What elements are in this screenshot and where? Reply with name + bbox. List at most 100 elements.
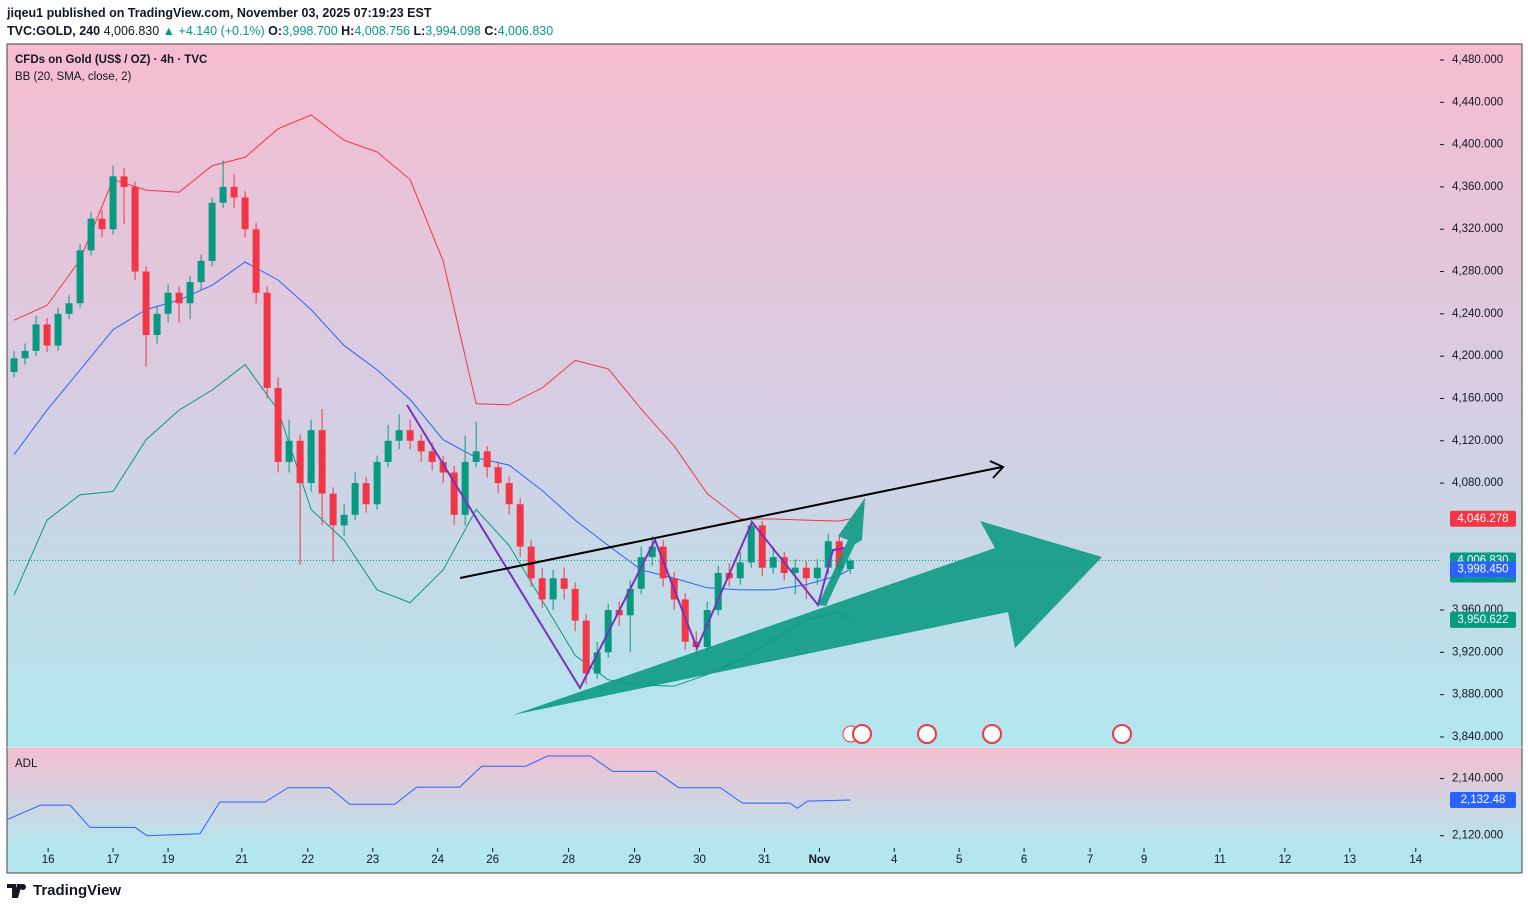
x-tick-label: 16	[42, 854, 55, 866]
price-badge	[1450, 792, 1516, 809]
candle-body	[428, 451, 436, 462]
x-tick-label: 17	[107, 854, 120, 866]
candle-body	[175, 292, 183, 304]
time-axis	[7, 848, 1522, 873]
adl-line	[7, 755, 851, 837]
candle-body	[285, 440, 293, 462]
candle-body	[472, 451, 480, 462]
x-tick-label: 28	[562, 854, 575, 866]
publisher: jiqeu1 published on TradingView.com, Nov…	[7, 4, 553, 22]
candle-body	[813, 567, 821, 579]
candle-body	[736, 562, 744, 579]
brand: TradingView	[33, 882, 122, 899]
candle-body	[296, 440, 304, 484]
candle-body	[505, 483, 513, 505]
price-badge-label: 4,046.278	[1457, 513, 1508, 525]
candle-body	[538, 578, 546, 600]
candle-body	[186, 282, 194, 304]
candle-body	[516, 504, 524, 547]
y-tick-label: 4,200.000	[1452, 350, 1503, 362]
x-tick-label: 29	[628, 854, 641, 866]
candle-body	[648, 546, 656, 558]
candle-body	[791, 567, 799, 573]
candle-body	[439, 461, 447, 473]
event-icon	[917, 724, 937, 744]
big-arrow	[513, 521, 1102, 715]
x-tick-label: 26	[486, 854, 499, 866]
candle-body	[164, 292, 172, 314]
x-tick-label: 9	[1141, 854, 1147, 866]
candle-body	[769, 557, 777, 568]
open: 3,998.700	[282, 24, 338, 38]
y-tick-label: 3,920.000	[1452, 646, 1503, 658]
adl-title: ADL	[15, 758, 38, 770]
x-tick-label: 14	[1409, 854, 1422, 866]
x-tick-label: 11	[1214, 854, 1226, 866]
candle-body	[560, 578, 568, 589]
candle-body	[824, 541, 832, 568]
x-tick-label: 23	[366, 854, 379, 866]
candle-body	[274, 387, 282, 462]
candle-body	[76, 250, 84, 304]
y-tick-label: 4,480.000	[1452, 54, 1503, 66]
y-tick-label: 2,120.000	[1452, 830, 1503, 842]
candle-body	[252, 229, 260, 293]
publisher-text: jiqeu1 published on TradingView.com, Nov…	[7, 6, 432, 20]
x-tick-label: 22	[301, 854, 314, 866]
drawings	[406, 404, 1102, 715]
candle-body	[241, 197, 249, 230]
last-price: 4,006.830	[103, 24, 160, 38]
candle-body	[10, 358, 18, 373]
y-tick-label: 4,400.000	[1452, 139, 1503, 151]
y-tick-label: 3,880.000	[1452, 689, 1503, 701]
candle-body	[582, 620, 590, 674]
candle-body	[593, 652, 601, 674]
x-tick-label: 19	[162, 854, 175, 866]
candle-body	[362, 483, 370, 505]
high: 4,008.756	[354, 24, 410, 38]
price-badge-label: 2,132.48	[1461, 794, 1506, 806]
price-badge	[1450, 611, 1516, 628]
candle-body	[626, 588, 634, 616]
candle-body	[340, 514, 348, 526]
event-icon	[852, 724, 872, 744]
price-badge-label: 3,998.450	[1457, 563, 1508, 575]
small-arrow	[818, 498, 865, 606]
candle-body	[351, 483, 359, 515]
x-tick-label: 30	[693, 854, 706, 866]
candle-body	[307, 430, 315, 484]
low: 3,994.098	[425, 24, 481, 38]
x-tick-label: 7	[1087, 854, 1093, 866]
candle-body	[780, 557, 788, 573]
candle-body	[98, 218, 106, 230]
logo	[7, 883, 26, 898]
x-tick-label: 13	[1343, 854, 1356, 866]
candle-body	[450, 472, 458, 515]
candle-body	[461, 461, 469, 515]
indicator-label: BB (20, SMA, close, 2)	[15, 71, 131, 83]
candle-body	[153, 313, 161, 335]
candle-body	[846, 560, 854, 570]
price-badge-label: 3,950.622	[1457, 614, 1508, 626]
trend-arrowhead	[989, 460, 1005, 479]
event-icons	[842, 724, 1132, 744]
ohlc-line: TVC:GOLD, 240 4,006.830 ▲ +4.140 (+0.1%)…	[7, 22, 553, 40]
candle-body	[65, 303, 73, 314]
candle-body	[230, 186, 238, 198]
candle-body	[87, 218, 95, 251]
change: +4.140 (+0.1%)	[178, 24, 265, 38]
candle-body	[120, 176, 128, 187]
candle-body	[373, 461, 381, 505]
x-tick-label: 21	[235, 854, 248, 866]
candle-body	[835, 541, 843, 569]
y-tick-label: 4,240.000	[1452, 308, 1503, 320]
y-tick-label: 2,140.000	[1452, 773, 1503, 785]
chart: CFDs on Gold (US$ / OZ) · 4h · TVC BB (2…	[6, 43, 1523, 874]
candle-body	[208, 202, 216, 261]
candle-body	[483, 451, 491, 468]
o-label: O:	[268, 24, 283, 38]
zigzag-drawing	[406, 404, 846, 691]
l-label: L:	[413, 24, 426, 38]
candle-body	[54, 313, 62, 346]
candle-body	[395, 430, 403, 441]
